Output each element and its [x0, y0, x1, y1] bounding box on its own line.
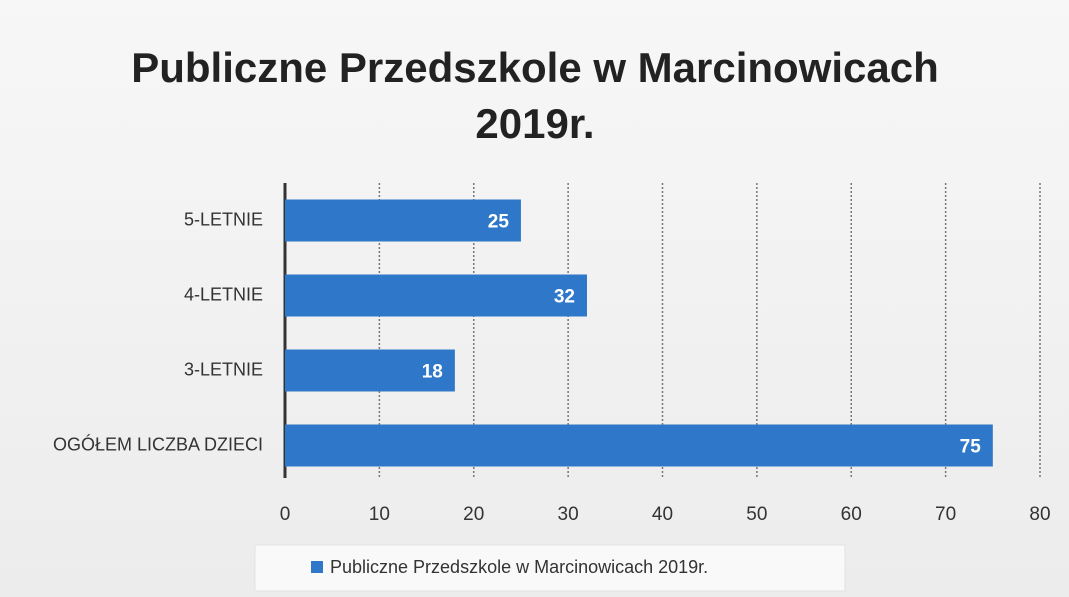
legend-label: Publiczne Przedszkole w Marcinowicach 20… [330, 557, 708, 577]
x-tick-label: 10 [369, 504, 390, 525]
x-tick-label: 40 [652, 504, 673, 525]
bar [285, 274, 587, 317]
chart-title: Publiczne Przedszkole w Marcinowicach 20… [131, 44, 939, 147]
data-label: 18 [422, 362, 443, 383]
data-label: 75 [960, 437, 982, 458]
data-label: 32 [554, 287, 575, 308]
legend-swatch [311, 561, 323, 573]
x-tick-label: 20 [463, 504, 484, 525]
bar [285, 424, 993, 467]
x-tick-label: 80 [1029, 504, 1050, 525]
bar [285, 199, 521, 242]
y-tick-label: OGÓŁEM LICZBA DZIECI [53, 433, 263, 454]
x-tick-label: 50 [746, 504, 767, 525]
x-tick-label: 70 [935, 504, 956, 525]
x-tick-label: 0 [280, 504, 291, 525]
data-label: 25 [488, 212, 510, 233]
x-tick-label: 60 [841, 504, 862, 525]
x-tick-label: 30 [558, 504, 579, 525]
bar [285, 349, 455, 392]
legend-box [254, 544, 846, 592]
y-tick-label: 3-LETNIE [184, 359, 263, 379]
y-tick-label: 4-LETNIE [184, 284, 263, 304]
y-tick-label: 5-LETNIE [184, 209, 263, 229]
